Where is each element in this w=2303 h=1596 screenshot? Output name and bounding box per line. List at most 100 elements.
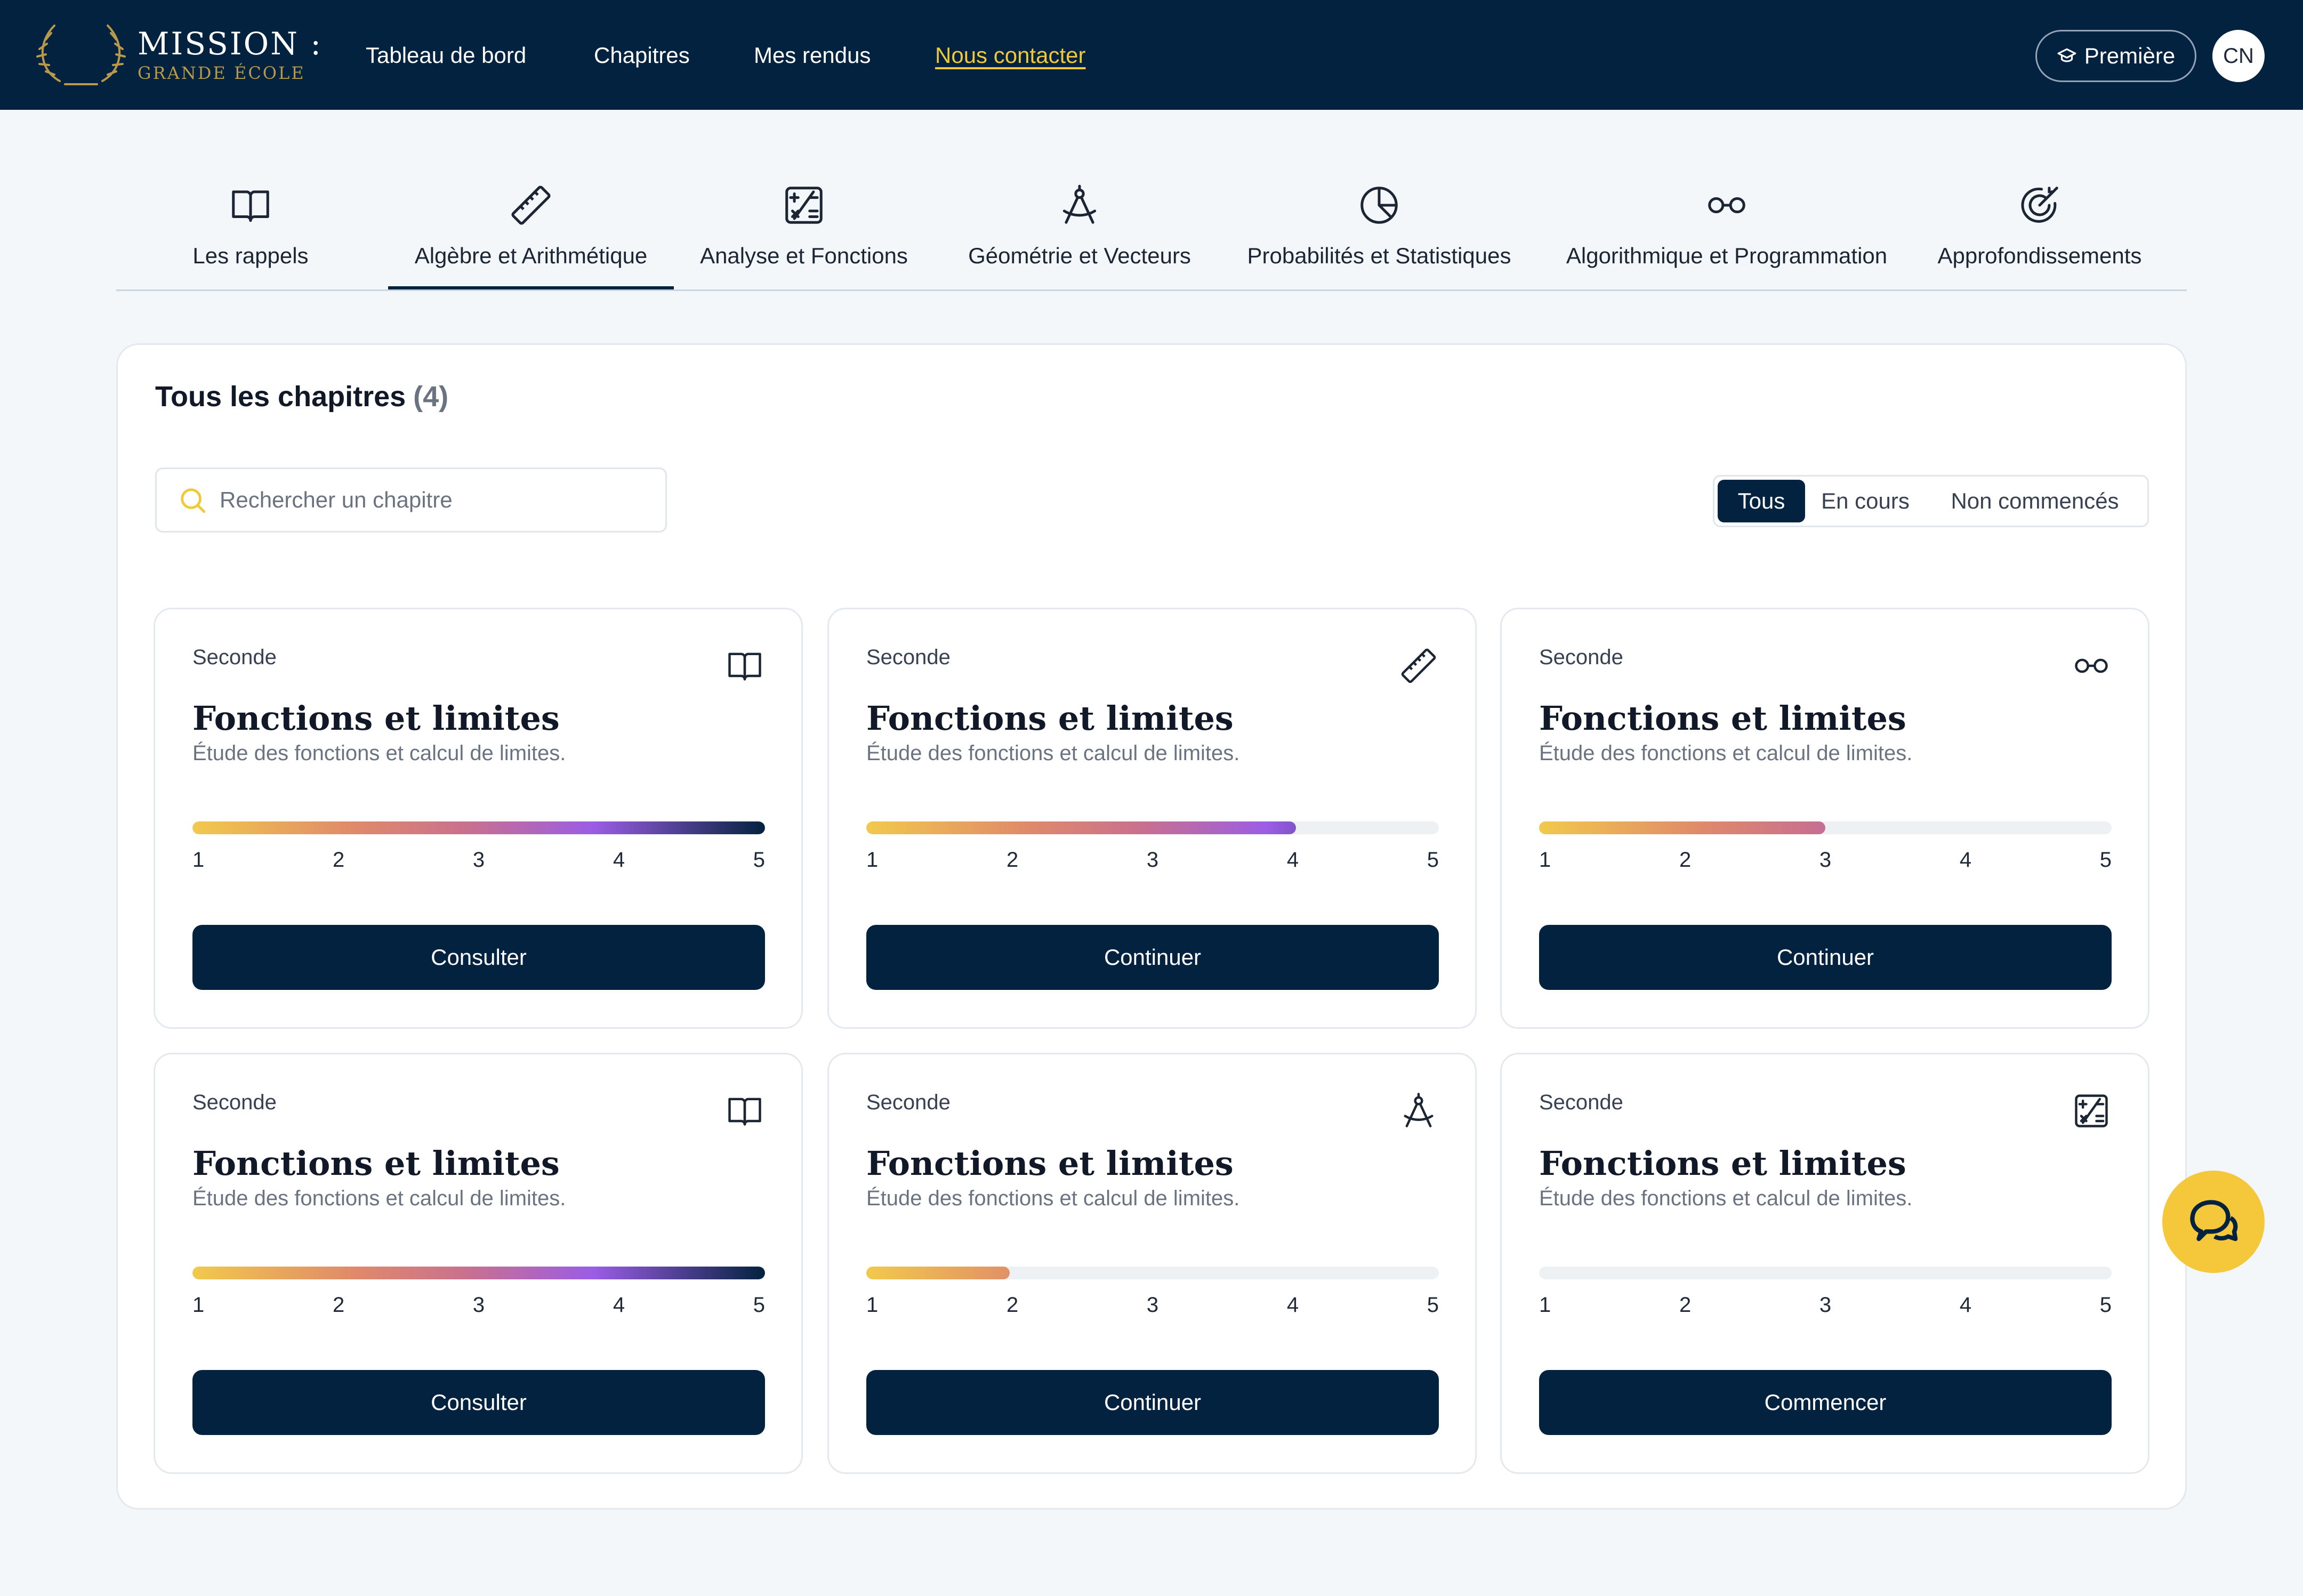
brand-logo[interactable]: MISSION : GRANDE ÉCOLE xyxy=(33,21,321,88)
progress-step-label: 5 xyxy=(2099,848,2112,872)
laurel-wreath-icon xyxy=(36,25,126,85)
calculator-icon xyxy=(2071,1091,2112,1131)
search-icon xyxy=(181,488,206,513)
card-action-button[interactable]: Continuer xyxy=(866,925,1439,990)
card-level: Seconde xyxy=(1539,646,1623,669)
tab-label: Probabilités et Statistiques xyxy=(1247,243,1511,268)
card-level: Seconde xyxy=(1539,1091,1623,1114)
progress-steps: 1 2 3 4 5 xyxy=(866,1293,1439,1320)
nav-link-chapters[interactable]: Chapitres xyxy=(594,43,690,68)
tab-label: Approfondissements xyxy=(1937,243,2142,268)
card-description: Étude des fonctions et calcul de limites… xyxy=(866,1187,1240,1210)
progress-fill xyxy=(866,1267,1010,1279)
card-action-button[interactable]: Commencer xyxy=(1539,1370,2112,1435)
tab-approfondissements[interactable]: Approfondissements xyxy=(1931,171,2148,291)
progress-fill xyxy=(192,821,765,834)
tab-algebre-arithmetique[interactable]: Algèbre et Arithmétique xyxy=(388,171,674,291)
progress-step-label: 5 xyxy=(1427,848,1439,872)
progress-step-label: 1 xyxy=(192,848,205,872)
card-description: Étude des fonctions et calcul de limites… xyxy=(1539,1187,1913,1210)
top-navbar: MISSION : GRANDE ÉCOLE Tableau de bord C… xyxy=(0,0,2303,110)
progress-step-label: 1 xyxy=(866,1293,879,1317)
book-icon xyxy=(232,190,269,222)
tabs-divider xyxy=(116,289,2187,291)
page-title-text: Tous les chapitres xyxy=(155,381,406,413)
glasses-icon xyxy=(1708,197,1745,214)
card-title: Fonctions et limites xyxy=(192,699,560,738)
card-level: Seconde xyxy=(866,1091,951,1114)
compass-icon xyxy=(1398,1091,1439,1131)
search-input[interactable] xyxy=(220,487,646,513)
card-action-button[interactable]: Continuer xyxy=(866,1370,1439,1435)
progress-step-label: 2 xyxy=(332,848,345,872)
chapter-card: Seconde Fonctions et limites Étude des fon… xyxy=(827,1053,1477,1474)
progress-step-label: 4 xyxy=(613,848,625,872)
nav-link-submissions[interactable]: Mes rendus xyxy=(754,43,871,68)
chapter-card: Seconde Fonctions et limites Étude des fon… xyxy=(154,1053,803,1474)
chat-button[interactable] xyxy=(2162,1171,2265,1273)
level-selector-button[interactable]: Première xyxy=(2035,30,2196,82)
progress-step-label: 1 xyxy=(1539,848,1551,872)
progress-bar xyxy=(192,821,765,834)
progress-steps: 1 2 3 4 5 xyxy=(192,848,765,875)
nav-link-dashboard[interactable]: Tableau de bord xyxy=(366,43,527,68)
chapter-count: (4) xyxy=(413,381,449,413)
card-level: Seconde xyxy=(192,646,277,669)
progress-step-label: 2 xyxy=(1679,1293,1692,1317)
card-action-button[interactable]: Consulter xyxy=(192,1370,765,1435)
progress-step-label: 2 xyxy=(332,1293,345,1317)
brand-subtitle: GRANDE ÉCOLE xyxy=(138,63,305,83)
progress-step-label: 3 xyxy=(1819,848,1832,872)
progress-steps: 1 2 3 4 5 xyxy=(1539,1293,2112,1320)
progress-steps: 1 2 3 4 5 xyxy=(192,1293,765,1320)
card-description: Étude des fonctions et calcul de limites… xyxy=(192,1187,566,1210)
calculator-icon xyxy=(785,187,823,224)
nav-link-contact[interactable]: Nous contacter xyxy=(935,43,1086,68)
progress-fill xyxy=(192,1267,765,1279)
card-description: Étude des fonctions et calcul de limites… xyxy=(192,741,566,765)
chapter-card: Seconde Fonctions et limites Étude des fon… xyxy=(154,608,803,1029)
progress-step-label: 5 xyxy=(753,848,765,872)
progress-step-label: 2 xyxy=(1006,848,1019,872)
card-description: Étude des fonctions et calcul de limites… xyxy=(866,741,1240,765)
progress-step-label: 1 xyxy=(1539,1293,1551,1317)
progress-step-label: 4 xyxy=(1959,848,1972,872)
card-title: Fonctions et limites xyxy=(1539,699,1906,738)
user-avatar[interactable]: CN xyxy=(2212,30,2265,82)
progress-step-label: 4 xyxy=(1959,1293,1972,1317)
ruler-icon xyxy=(1398,646,1439,686)
filter-in-progress[interactable]: En cours xyxy=(1821,488,1910,513)
card-action-button[interactable]: Consulter xyxy=(192,925,765,990)
progress-step-label: 4 xyxy=(1286,848,1299,872)
graduation-cap-icon xyxy=(2057,48,2076,62)
progress-bar xyxy=(866,821,1439,834)
filter-all[interactable]: Tous xyxy=(1718,480,1805,522)
progress-step-label: 2 xyxy=(1679,848,1692,872)
tab-analyse-fonctions[interactable]: Analyse et Fonctions xyxy=(694,171,914,291)
tab-label: Géométrie et Vecteurs xyxy=(968,243,1191,268)
category-tabs: Les rappels Algèbre et Arithmétique Anal… xyxy=(116,171,2187,291)
card-action-button[interactable]: Continuer xyxy=(1539,925,2112,990)
card-title: Fonctions et limites xyxy=(866,699,1234,738)
progress-steps: 1 2 3 4 5 xyxy=(1539,848,2112,875)
tab-algorithmique-programmation[interactable]: Algorithmique et Programmation xyxy=(1558,171,1896,291)
search-box[interactable] xyxy=(155,467,667,533)
progress-bar xyxy=(192,1267,765,1279)
tab-les-rappels[interactable]: Les rappels xyxy=(181,171,320,291)
progress-bar xyxy=(866,1267,1439,1279)
tab-probabilites-statistiques[interactable]: Probabilités et Statistiques xyxy=(1239,171,1519,291)
glasses-icon xyxy=(2071,646,2112,686)
progress-step-label: 3 xyxy=(472,848,485,872)
pie-chart-icon xyxy=(1360,187,1398,224)
progress-step-label: 2 xyxy=(1006,1293,1019,1317)
tab-geometrie-vecteurs[interactable]: Géométrie et Vecteurs xyxy=(965,171,1194,291)
progress-fill xyxy=(866,821,1296,834)
card-description: Étude des fonctions et calcul de limites… xyxy=(1539,741,1913,765)
filter-not-started[interactable]: Non commencés xyxy=(1951,488,2119,513)
progress-step-label: 1 xyxy=(192,1293,205,1317)
progress-step-label: 1 xyxy=(866,848,879,872)
card-title: Fonctions et limites xyxy=(1539,1144,1906,1183)
progress-step-label: 3 xyxy=(1146,1293,1159,1317)
brand-title: MISSION : xyxy=(138,26,323,62)
progress-step-label: 5 xyxy=(753,1293,765,1317)
